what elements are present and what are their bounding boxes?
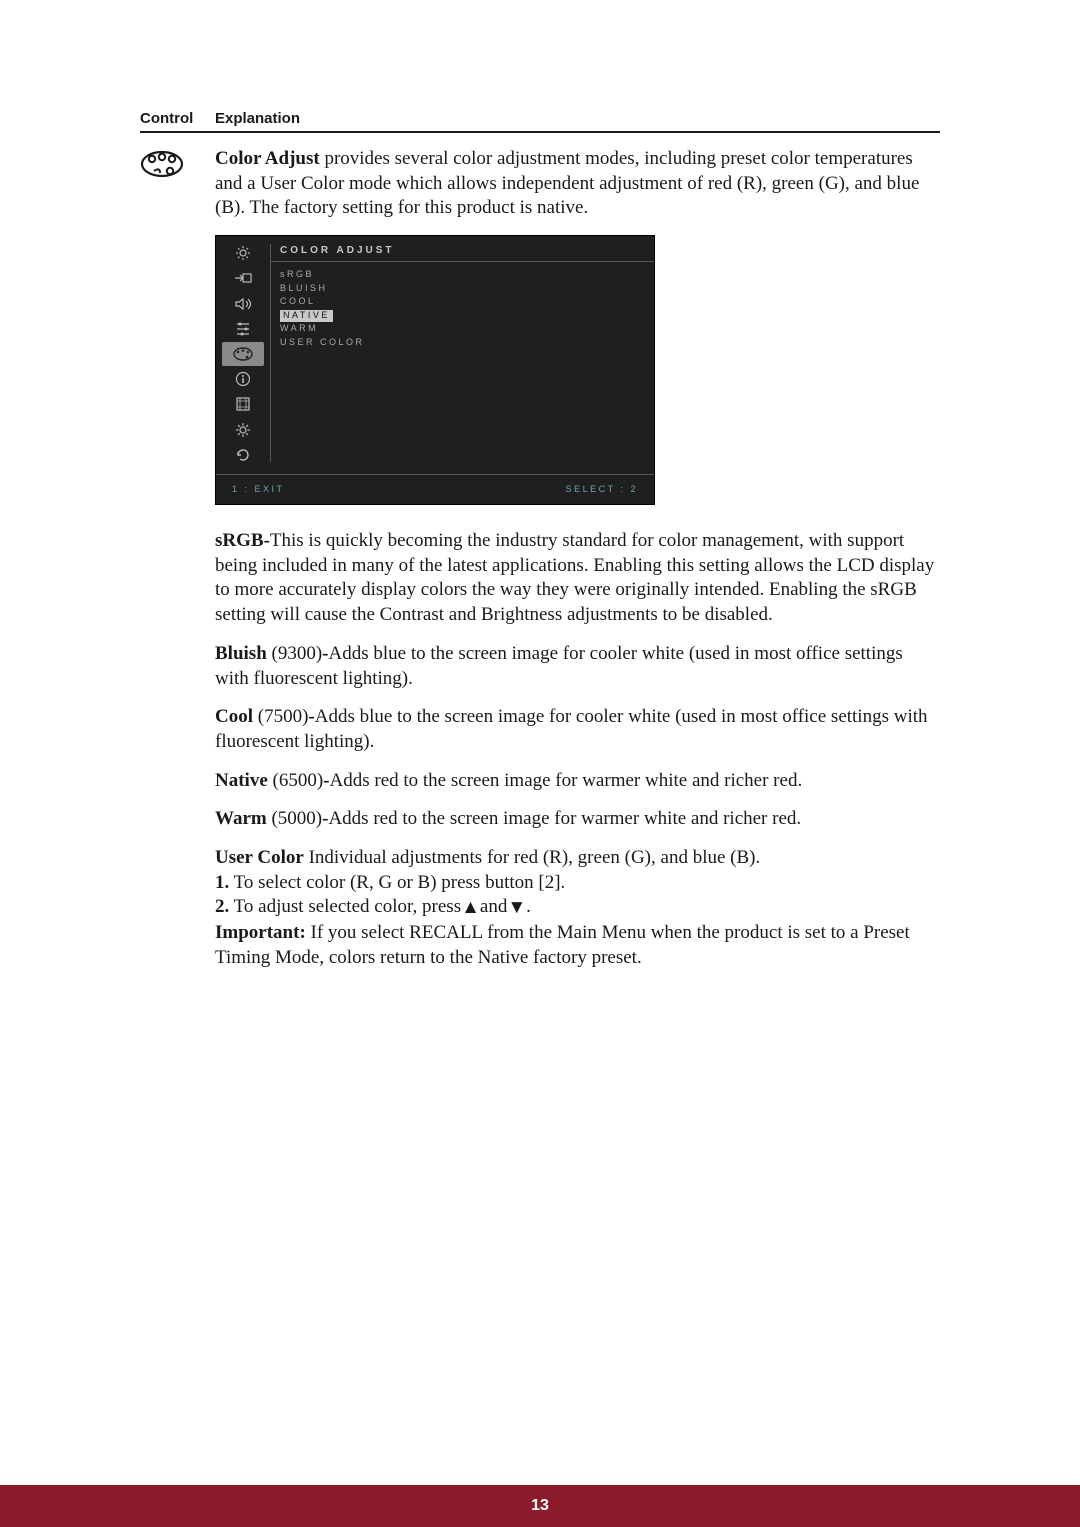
warm-paragraph: Warm (5000)-Adds red to the screen image…: [215, 807, 940, 832]
osd-footer-left: 1 : EXIT: [232, 484, 285, 496]
usercolor-title: User Color: [215, 847, 304, 868]
warm-title: Warm: [215, 808, 267, 829]
step2-text-a: To adjust selected color, press: [229, 896, 461, 917]
osd-icon-audio: [216, 291, 270, 317]
osd-footer: 1 : EXIT SELECT : 2: [216, 474, 654, 504]
control-icon-column: [140, 147, 215, 984]
osd-icon-input: [216, 266, 270, 292]
intro-title: Color Adjust: [215, 148, 320, 169]
native-paragraph: Native (6500)-Adds red to the screen ima…: [215, 769, 940, 794]
osd-item-usercolor: USER COLOR: [280, 336, 644, 350]
warm-text: Adds red to the screen image for warmer …: [328, 808, 801, 829]
color-adjust-icon: [140, 149, 184, 179]
step2-text-c: .: [526, 896, 531, 917]
osd-icon-column: [216, 236, 270, 468]
step2-num: 2.: [215, 896, 229, 917]
osd-icon-recall: [216, 443, 270, 469]
osd-main-panel: COLOR ADJUST sRGB BLUISH COOL NATIVE WAR…: [270, 236, 654, 468]
osd-icon-tuning: [216, 317, 270, 343]
bluish-temp: (9300): [267, 643, 322, 664]
usercolor-paragraph: User Color Individual adjustments for re…: [215, 846, 940, 970]
warm-temp: (5000): [267, 808, 322, 829]
bluish-title: Bluish: [215, 643, 267, 664]
osd-screenshot: COLOR ADJUST sRGB BLUISH COOL NATIVE WAR…: [215, 235, 655, 505]
osd-icon-image-adjust: [216, 391, 270, 417]
osd-item-warm: WARM: [280, 322, 644, 336]
native-title: Native: [215, 770, 268, 791]
bluish-paragraph: Bluish (9300)-Adds blue to the screen im…: [215, 642, 940, 691]
srgb-title: sRGB-: [215, 530, 270, 551]
osd-icon-color-adjust: [222, 342, 264, 366]
osd-icon-information: [216, 366, 270, 392]
important-label: Important:: [215, 922, 306, 943]
intro-paragraph: Color Adjust provides several color adju…: [215, 147, 940, 221]
page-number: 13: [531, 1497, 549, 1515]
down-triangle-icon: ▼: [507, 896, 526, 921]
cool-paragraph: Cool (7500)-Adds blue to the screen imag…: [215, 705, 940, 754]
header-control: Control: [140, 110, 215, 127]
usercolor-lead: Individual adjustments for red (R), gree…: [304, 847, 760, 868]
table-header: Control Explanation: [140, 110, 940, 127]
intro-text: provides several color adjustment modes,…: [215, 148, 919, 218]
step1-num: 1.: [215, 872, 229, 893]
explanation-column: Color Adjust provides several color adju…: [215, 147, 940, 984]
header-explanation: Explanation: [215, 110, 300, 127]
page-footer: 13: [0, 1485, 1080, 1527]
osd-footer-right: SELECT : 2: [566, 484, 638, 496]
srgb-text: This is quickly becoming the industry st…: [215, 530, 934, 625]
step1-text: To select color (R, G or B) press button…: [229, 872, 565, 893]
native-temp: (6500): [268, 770, 323, 791]
osd-item-srgb: sRGB: [280, 268, 644, 282]
osd-icon-setup: [216, 417, 270, 443]
osd-hr: [270, 261, 654, 262]
osd-item-bluish: BLUISH: [280, 282, 644, 296]
cool-title: Cool: [215, 706, 253, 727]
osd-icon-brightness: [216, 240, 270, 266]
step2-text-b: and: [480, 896, 507, 917]
cool-text: Adds blue to the screen image for cooler…: [215, 706, 928, 752]
cool-temp: (7500): [253, 706, 308, 727]
up-triangle-icon: ▲: [461, 896, 480, 921]
osd-item-cool: COOL: [280, 295, 644, 309]
osd-item-native: NATIVE: [280, 310, 333, 322]
native-text: Adds red to the screen image for warmer …: [330, 770, 803, 791]
osd-title: COLOR ADJUST: [280, 244, 644, 257]
important-text: If you select RECALL from the Main Menu …: [215, 922, 910, 968]
osd-vertical-divider: [270, 244, 271, 462]
srgb-paragraph: sRGB-This is quickly becoming the indust…: [215, 529, 940, 628]
header-rule: [140, 131, 940, 133]
